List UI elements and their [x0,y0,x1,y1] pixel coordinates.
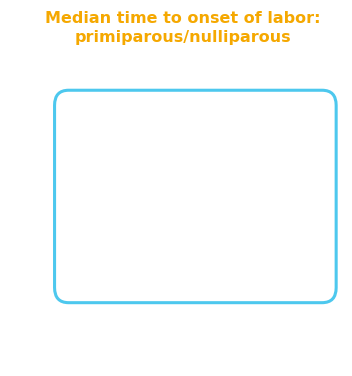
FancyBboxPatch shape [209,166,264,299]
FancyBboxPatch shape [140,217,195,299]
Text: Median time to onset of labor:
primiparous/nulliparous: Median time to onset of labor: primiparo… [45,11,321,45]
